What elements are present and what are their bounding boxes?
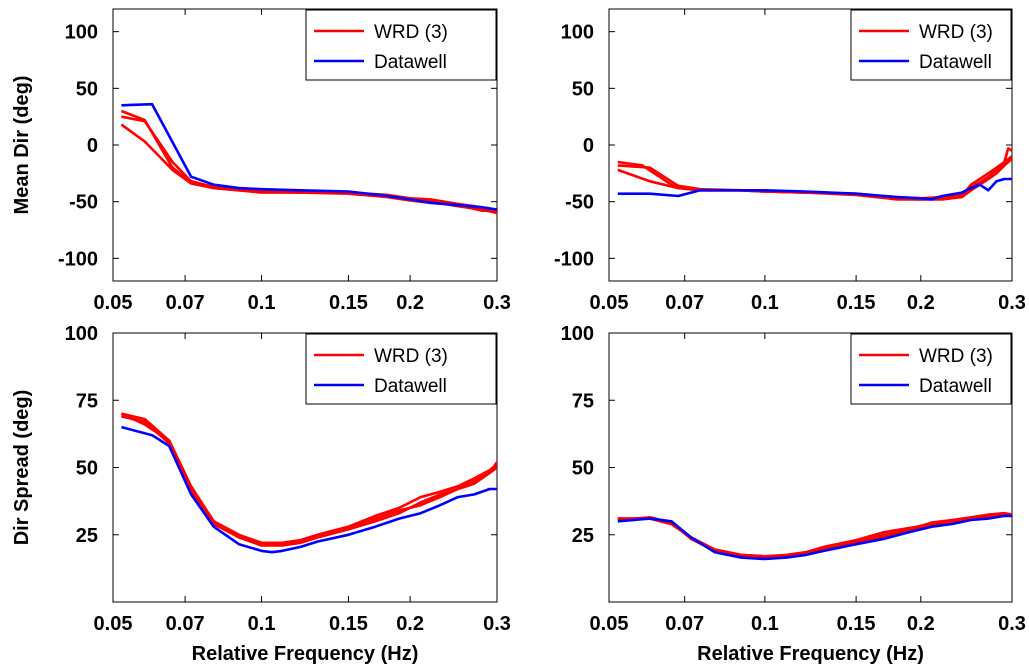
y-tick-label: 0	[583, 135, 594, 157]
x-tick-label: 0.15	[329, 613, 368, 635]
y-tick-label: 25	[76, 525, 98, 547]
x-tick-label: 0.3	[998, 292, 1026, 314]
chart-panel-bottom-right: 0.05 0.07 0.1 0.15 0.2 0.3 100 75 50 25 Relative F…	[561, 323, 1026, 665]
legend: WRD (3) Datawell	[305, 9, 497, 81]
legend-box	[305, 9, 497, 81]
legend-label: Datawell	[919, 52, 992, 73]
x-tick-label: 0.3	[483, 292, 511, 314]
x-tick-label: 0.15	[329, 292, 368, 314]
chart-panel-top-right: 0.05 0.07 0.1 0.15 0.2 0.3 100 50 0 -50 -100 WRD (3…	[554, 8, 1026, 314]
series-line-wrd-2	[121, 115, 497, 215]
chart-panel-top-left: 0.05 0.07 0.1 0.15 0.2 0.3 100 50 0 -50 -100 Mean D…	[11, 8, 511, 314]
legend-label: WRD (3)	[374, 346, 448, 367]
legend-label: WRD (3)	[374, 22, 448, 43]
series-line-wrd-3	[120, 109, 497, 214]
y-tick-label: -50	[69, 192, 98, 214]
x-axis-label: Relative Frequency (Hz)	[192, 643, 419, 665]
x-tick-label: 0.3	[483, 613, 511, 635]
series-line-wrd-3	[617, 157, 1012, 201]
y-tick-label: 100	[561, 22, 594, 44]
y-tick-label: 50	[76, 78, 98, 100]
legend: WRD (3) Datawell	[850, 333, 1012, 405]
legend-label: WRD (3)	[919, 22, 993, 43]
legend-box	[305, 333, 497, 405]
x-tick-label: 0.2	[907, 613, 935, 635]
series-line-wrd-3	[121, 412, 497, 545]
series-group	[120, 102, 497, 215]
x-tick-label: 0.07	[166, 613, 205, 635]
x-tick-label: 0.07	[166, 292, 205, 314]
legend-label: Datawell	[374, 376, 447, 397]
legend-label: Datawell	[374, 52, 447, 73]
legend: WRD (3) Datawell	[850, 9, 1012, 81]
series-group	[617, 147, 1012, 201]
y-tick-label: 50	[572, 78, 594, 100]
y-axis-label: Dir Spread (deg)	[11, 390, 33, 546]
x-tick-label: 0.07	[665, 292, 704, 314]
x-tick-label: 0.15	[837, 292, 876, 314]
y-tick-label: 75	[76, 390, 98, 412]
x-tick-label: 0.2	[396, 613, 424, 635]
x-axis-label: Relative Frequency (Hz)	[697, 643, 924, 665]
legend: WRD (3) Datawell	[305, 333, 497, 405]
y-tick-label: 50	[76, 458, 98, 480]
series-line-wrd-2	[121, 415, 497, 547]
series-line-datawell	[121, 102, 497, 211]
series-group	[617, 511, 1012, 561]
x-tick-label: 0.3	[998, 613, 1026, 635]
x-tick-label: 0.15	[837, 613, 876, 635]
x-tick-label: 0.05	[94, 613, 133, 635]
series-group	[120, 412, 497, 554]
legend-label: WRD (3)	[919, 346, 993, 367]
series-line-datawell	[617, 177, 1012, 201]
x-tick-label: 0.1	[751, 613, 779, 635]
legend-box	[850, 9, 1012, 81]
x-tick-label: 0.05	[590, 292, 629, 314]
y-tick-label: 100	[65, 22, 98, 44]
y-tick-label: -50	[565, 192, 594, 214]
series-line-datawell	[617, 514, 1012, 561]
legend-label: Datawell	[919, 376, 992, 397]
y-tick-label: 100	[65, 323, 98, 345]
y-tick-label: 100	[561, 323, 594, 345]
x-tick-label: 0.2	[907, 292, 935, 314]
x-tick-label: 0.1	[248, 292, 276, 314]
x-tick-label: 0.07	[665, 613, 704, 635]
y-axis-label: Mean Dir (deg)	[11, 76, 33, 215]
series-line-wrd-3	[120, 412, 497, 547]
y-tick-label: 75	[572, 390, 594, 412]
x-tick-label: 0.1	[248, 613, 276, 635]
legend-box	[850, 333, 1012, 405]
series-line-wrd-3	[617, 513, 1012, 558]
y-tick-label: 0	[87, 135, 98, 157]
x-tick-label: 0.05	[590, 613, 629, 635]
x-tick-label: 0.1	[751, 292, 779, 314]
x-tick-label: 0.2	[396, 292, 424, 314]
y-tick-label: -100	[58, 248, 98, 270]
y-tick-label: -100	[554, 248, 594, 270]
chart-panel-bottom-left: 0.05 0.07 0.1 0.15 0.2 0.3 100 75 50 25 Dir Spread…	[11, 323, 511, 665]
x-tick-label: 0.05	[94, 292, 133, 314]
y-tick-label: 50	[572, 458, 594, 480]
y-tick-label: 25	[572, 525, 594, 547]
series-line-datawell	[121, 425, 497, 554]
